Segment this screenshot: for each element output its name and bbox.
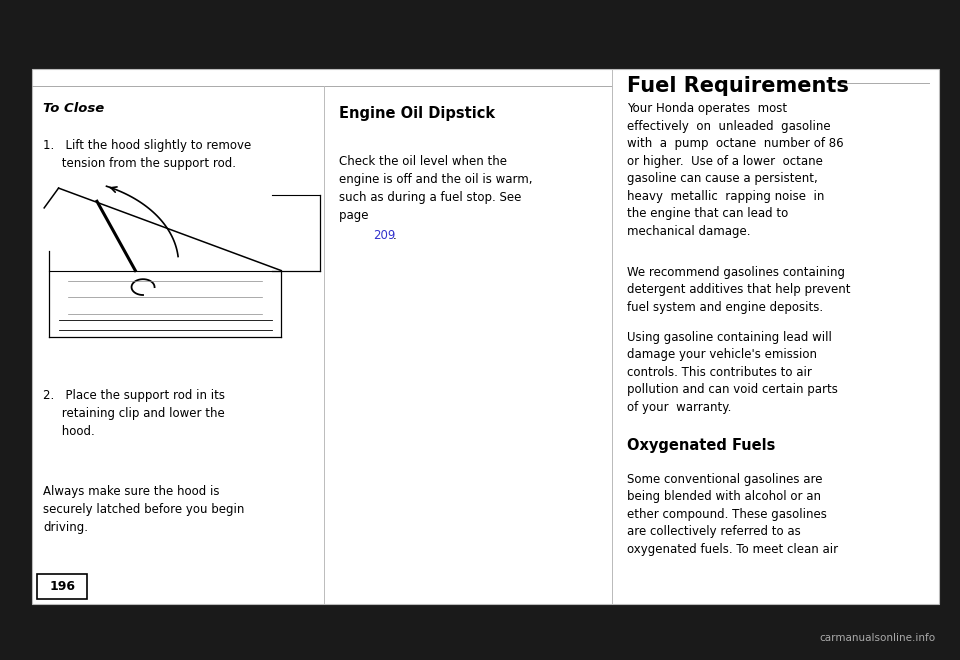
Text: Some conventional gasolines are
being blended with alcohol or an
ether compound.: Some conventional gasolines are being bl… <box>627 473 838 556</box>
Text: Fuel Requirements: Fuel Requirements <box>627 76 849 96</box>
Text: 209: 209 <box>372 229 396 242</box>
Text: To Close: To Close <box>43 102 105 115</box>
Text: Your Honda operates  most
effectively  on  unleaded  gasoline
with  a  pump  oct: Your Honda operates most effectively on … <box>627 102 844 238</box>
Text: Check the oil level when the
engine is off and the oil is warm,
such as during a: Check the oil level when the engine is o… <box>339 155 533 222</box>
Text: 1.   Lift the hood slightly to remove
     tension from the support rod.: 1. Lift the hood slightly to remove tens… <box>43 139 252 170</box>
Text: .: . <box>394 229 396 242</box>
Text: Oxygenated Fuels: Oxygenated Fuels <box>627 438 776 453</box>
Text: Engine Oil Dipstick: Engine Oil Dipstick <box>339 106 495 121</box>
Text: We recommend gasolines containing
detergent additives that help prevent
fuel sys: We recommend gasolines containing deterg… <box>627 266 851 314</box>
Text: Using gasoline containing lead will
damage your vehicle's emission
controls. Thi: Using gasoline containing lead will dama… <box>627 331 838 414</box>
Text: 2.   Place the support rod in its
     retaining clip and lower the
     hood.: 2. Place the support rod in its retainin… <box>43 389 226 438</box>
Bar <box>37 574 87 599</box>
Text: 196: 196 <box>49 579 76 593</box>
Text: carmanualsonline.info: carmanualsonline.info <box>820 633 936 644</box>
Bar <box>32 69 939 604</box>
Text: Always make sure the hood is
securely latched before you begin
driving.: Always make sure the hood is securely la… <box>43 485 245 534</box>
